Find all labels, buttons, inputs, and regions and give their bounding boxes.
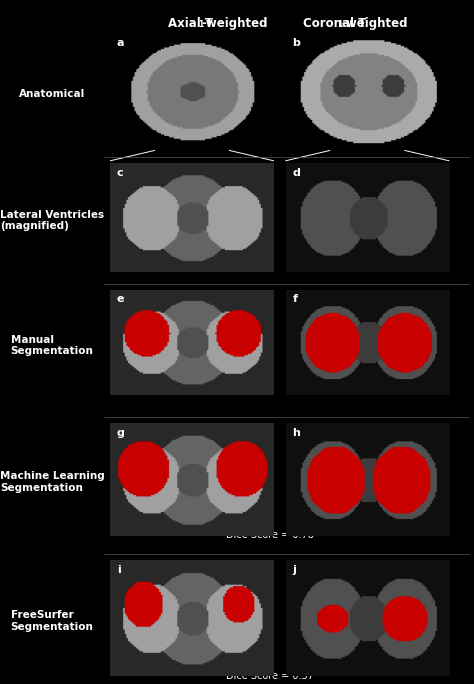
Text: Machine Learning
Segmentation: Machine Learning Segmentation (0, 471, 104, 493)
Text: d: d (292, 168, 300, 178)
Text: Coronal T: Coronal T (303, 17, 366, 30)
Text: c: c (117, 168, 124, 178)
Text: 1: 1 (198, 20, 203, 29)
Text: FreeSurfer
Segmentation: FreeSurfer Segmentation (11, 610, 93, 631)
Text: i: i (117, 565, 121, 575)
Text: -weighted: -weighted (201, 17, 268, 30)
Text: h: h (292, 428, 300, 438)
Text: e: e (117, 294, 125, 304)
Text: Anatomical: Anatomical (19, 89, 85, 99)
Bar (144, 73, 240, 113)
Text: Lateral Ventricles
(magnified): Lateral Ventricles (magnified) (0, 210, 104, 231)
Text: f: f (292, 294, 297, 304)
Text: Dice Score = 0.37: Dice Score = 0.37 (226, 670, 314, 681)
Text: 1: 1 (337, 20, 343, 29)
Text: a: a (117, 38, 125, 48)
Text: Axial T: Axial T (168, 17, 213, 30)
Text: Dice Score = 0.78: Dice Score = 0.78 (226, 530, 314, 540)
Text: b: b (292, 38, 300, 48)
Text: Manual
Segmentation: Manual Segmentation (11, 334, 93, 356)
Text: -weighted: -weighted (341, 17, 408, 30)
Bar (316, 71, 419, 107)
Text: j: j (292, 565, 296, 575)
Text: g: g (117, 428, 125, 438)
